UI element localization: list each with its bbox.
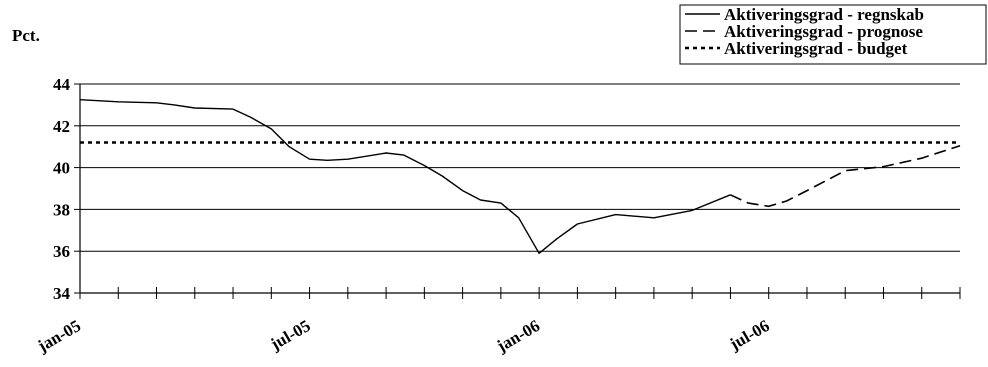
series-line-dashed — [730, 144, 961, 208]
y-tick-label: 36 — [53, 242, 70, 261]
y-tick-label: 38 — [53, 200, 70, 219]
y-tick-label: 44 — [53, 75, 71, 94]
x-tick-label: jan-05 — [34, 316, 84, 356]
x-tick-label: jul-05 — [266, 316, 313, 354]
series-line-solid — [79, 99, 731, 254]
legend-box — [679, 4, 987, 65]
legend: Aktiveringsgrad - regnskabAktiveringsgra… — [679, 4, 987, 65]
legend-label: Aktiveringsgrad - regnskab — [724, 5, 924, 24]
legend-label: Aktiveringsgrad - budget — [724, 39, 908, 58]
x-tick-label: jul-06 — [726, 316, 773, 354]
y-axis-label: Pct. — [12, 26, 40, 45]
y-tick-label: 34 — [53, 284, 71, 303]
y-tick-label: 42 — [53, 117, 70, 136]
legend-label: Aktiveringsgrad - prognose — [724, 22, 923, 41]
y-tick-label: 40 — [53, 159, 70, 178]
x-tick-label: jan-06 — [493, 316, 543, 356]
